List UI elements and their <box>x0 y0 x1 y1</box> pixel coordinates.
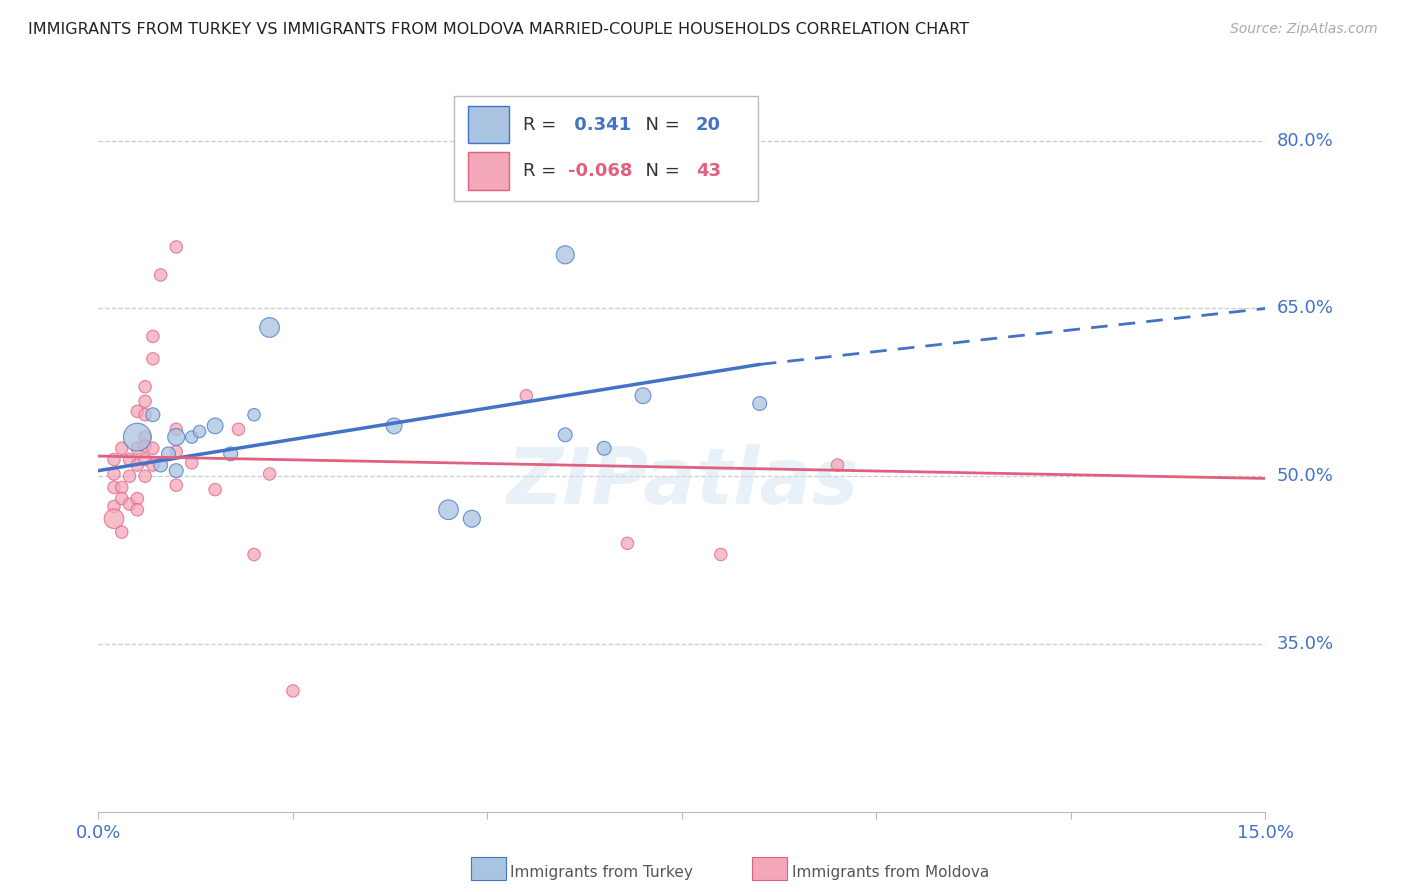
Point <box>461 512 484 526</box>
Point <box>616 536 638 550</box>
Text: -0.068: -0.068 <box>568 162 633 180</box>
Point <box>127 502 149 516</box>
Text: Immigrants from Turkey: Immigrants from Turkey <box>510 865 693 880</box>
Point <box>827 458 849 472</box>
Point <box>134 408 156 422</box>
Point <box>127 491 149 506</box>
Point <box>118 452 141 467</box>
Text: 20: 20 <box>696 116 721 134</box>
Point <box>243 548 266 562</box>
Point <box>142 408 165 422</box>
Point <box>165 478 187 492</box>
Point <box>710 548 733 562</box>
Point <box>515 389 537 403</box>
Point <box>127 458 149 472</box>
Point <box>111 525 134 540</box>
Text: 35.0%: 35.0% <box>1277 635 1334 653</box>
Point <box>554 248 576 262</box>
Point <box>748 396 770 410</box>
Point <box>165 464 187 478</box>
Point <box>188 425 211 439</box>
Point <box>149 458 172 472</box>
Text: Immigrants from Moldova: Immigrants from Moldova <box>792 865 988 880</box>
Point <box>134 394 156 409</box>
Point <box>103 512 125 526</box>
Point <box>165 240 187 254</box>
FancyBboxPatch shape <box>454 96 758 201</box>
Point <box>103 480 125 494</box>
Point <box>165 444 187 458</box>
Point <box>382 418 405 433</box>
Point <box>134 439 156 453</box>
Point <box>219 447 242 461</box>
Point <box>204 483 226 497</box>
Point <box>127 404 149 418</box>
Text: R =: R = <box>523 162 562 180</box>
Point <box>180 456 202 470</box>
Text: R =: R = <box>523 116 562 134</box>
Point <box>631 389 654 403</box>
Point <box>180 430 202 444</box>
Point <box>103 467 125 481</box>
Text: 43: 43 <box>696 162 721 180</box>
Point <box>165 422 187 436</box>
Point <box>165 430 187 444</box>
Point <box>118 497 141 511</box>
Point <box>111 480 134 494</box>
Point <box>204 418 226 433</box>
Point <box>554 427 576 442</box>
Point <box>142 351 165 366</box>
Point <box>134 469 156 483</box>
Text: N =: N = <box>634 116 686 134</box>
Text: IMMIGRANTS FROM TURKEY VS IMMIGRANTS FROM MOLDOVA MARRIED-COUPLE HOUSEHOLDS CORR: IMMIGRANTS FROM TURKEY VS IMMIGRANTS FRO… <box>28 22 969 37</box>
Point <box>134 452 156 467</box>
Point <box>134 380 156 394</box>
Text: 65.0%: 65.0% <box>1277 300 1333 318</box>
Point <box>111 491 134 506</box>
Point <box>157 447 180 461</box>
Text: ZIPatlas: ZIPatlas <box>506 444 858 520</box>
Text: N =: N = <box>634 162 686 180</box>
Point <box>142 458 165 472</box>
Point <box>259 320 281 334</box>
Text: 80.0%: 80.0% <box>1277 132 1333 150</box>
Point <box>437 502 460 516</box>
Text: 0.341: 0.341 <box>568 116 631 134</box>
Point <box>142 329 165 343</box>
Point <box>127 430 149 444</box>
Point <box>118 469 141 483</box>
Text: 50.0%: 50.0% <box>1277 467 1333 485</box>
Point <box>111 442 134 456</box>
Point <box>243 408 266 422</box>
Point <box>149 268 172 282</box>
Point <box>134 430 156 444</box>
Point <box>103 452 125 467</box>
FancyBboxPatch shape <box>468 153 509 190</box>
Point <box>103 500 125 514</box>
Point <box>593 442 616 456</box>
Text: Source: ZipAtlas.com: Source: ZipAtlas.com <box>1230 22 1378 37</box>
FancyBboxPatch shape <box>468 106 509 144</box>
Point <box>281 684 304 698</box>
Point <box>259 467 281 481</box>
Point <box>142 442 165 456</box>
Point <box>127 442 149 456</box>
Point <box>228 422 250 436</box>
